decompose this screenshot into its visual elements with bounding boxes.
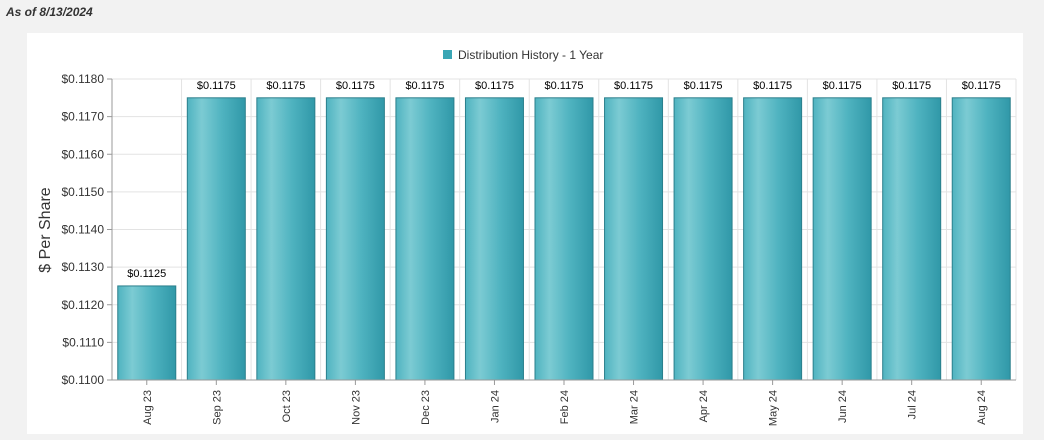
- y-axis-title: $ Per Share: [37, 187, 54, 272]
- x-tick-label: Aug 23: [142, 390, 154, 425]
- data-label: $0.1175: [892, 80, 931, 92]
- y-tick-label: $0.1120: [62, 298, 105, 312]
- x-tick-label: May 24: [768, 390, 780, 426]
- y-tick-label: $0.1110: [62, 335, 104, 349]
- x-tick-label: Jun 24: [837, 390, 849, 423]
- bar-dec-23: [395, 97, 455, 381]
- x-tick-label: Jul 24: [907, 390, 919, 419]
- data-label: $0.1175: [962, 80, 1001, 92]
- x-tick-label: Sep 23: [211, 390, 223, 425]
- bar-aug-23: [117, 285, 177, 381]
- bar-nov-23: [325, 97, 385, 381]
- data-label: $0.1175: [336, 80, 375, 92]
- bar-jan-24: [464, 97, 524, 381]
- legend-swatch: [443, 50, 452, 59]
- y-tick-label: $0.1170: [62, 110, 105, 124]
- bar-oct-23: [256, 97, 316, 381]
- x-tick-label: Mar 24: [629, 390, 641, 424]
- bar-feb-24: [534, 97, 594, 381]
- data-label: $0.1125: [127, 268, 166, 280]
- legend-label: Distribution History - 1 Year: [458, 48, 603, 62]
- data-label: $0.1175: [405, 80, 444, 92]
- y-tick-label: $0.1100: [62, 373, 105, 387]
- data-label: $0.1175: [197, 80, 236, 92]
- data-label: $0.1175: [753, 80, 792, 92]
- axes: $0.1100 $0.1110 $0.1120 $0.1130 $0.1140 $0.11…: [62, 72, 1016, 426]
- y-tick-label: $0.1140: [62, 223, 105, 237]
- bar-apr-24: [673, 97, 733, 381]
- bar-mar-24: [604, 97, 664, 381]
- data-label: $0.1175: [823, 80, 862, 92]
- data-label: $0.1175: [266, 80, 305, 92]
- bars: $0.1125 $0.1175 $0.1175 $0.1175 $0.1175 $0.11…: [117, 80, 1011, 381]
- data-label: $0.1175: [545, 80, 584, 92]
- y-tick-label: $0.1150: [62, 185, 105, 199]
- data-label: $0.1175: [684, 80, 723, 92]
- data-label: $0.1175: [475, 80, 514, 92]
- bar-may-24: [743, 97, 803, 381]
- chart-legend: Distribution History - 1 Year: [443, 48, 603, 62]
- y-tick-label: $0.1160: [62, 147, 105, 161]
- x-tick-label: Jan 24: [489, 390, 501, 423]
- bar-jul-24: [882, 97, 942, 381]
- y-tick-label: $0.1130: [62, 260, 105, 274]
- as-of-date: As of 8/13/2024: [6, 5, 93, 19]
- x-tick-label: Apr 24: [698, 390, 710, 422]
- bar-jun-24: [812, 97, 872, 381]
- x-tick-label: Dec 23: [420, 390, 432, 425]
- bar-sep-23: [186, 97, 246, 381]
- x-tick-label: Oct 23: [281, 390, 293, 422]
- x-tick-label: Feb 24: [559, 390, 571, 424]
- data-label: $0.1175: [614, 80, 653, 92]
- x-tick-label: Aug 24: [976, 390, 988, 425]
- x-tick-label: Nov 23: [350, 390, 362, 425]
- y-tick-label: $0.1180: [62, 72, 105, 86]
- bar-aug-24: [951, 97, 1011, 381]
